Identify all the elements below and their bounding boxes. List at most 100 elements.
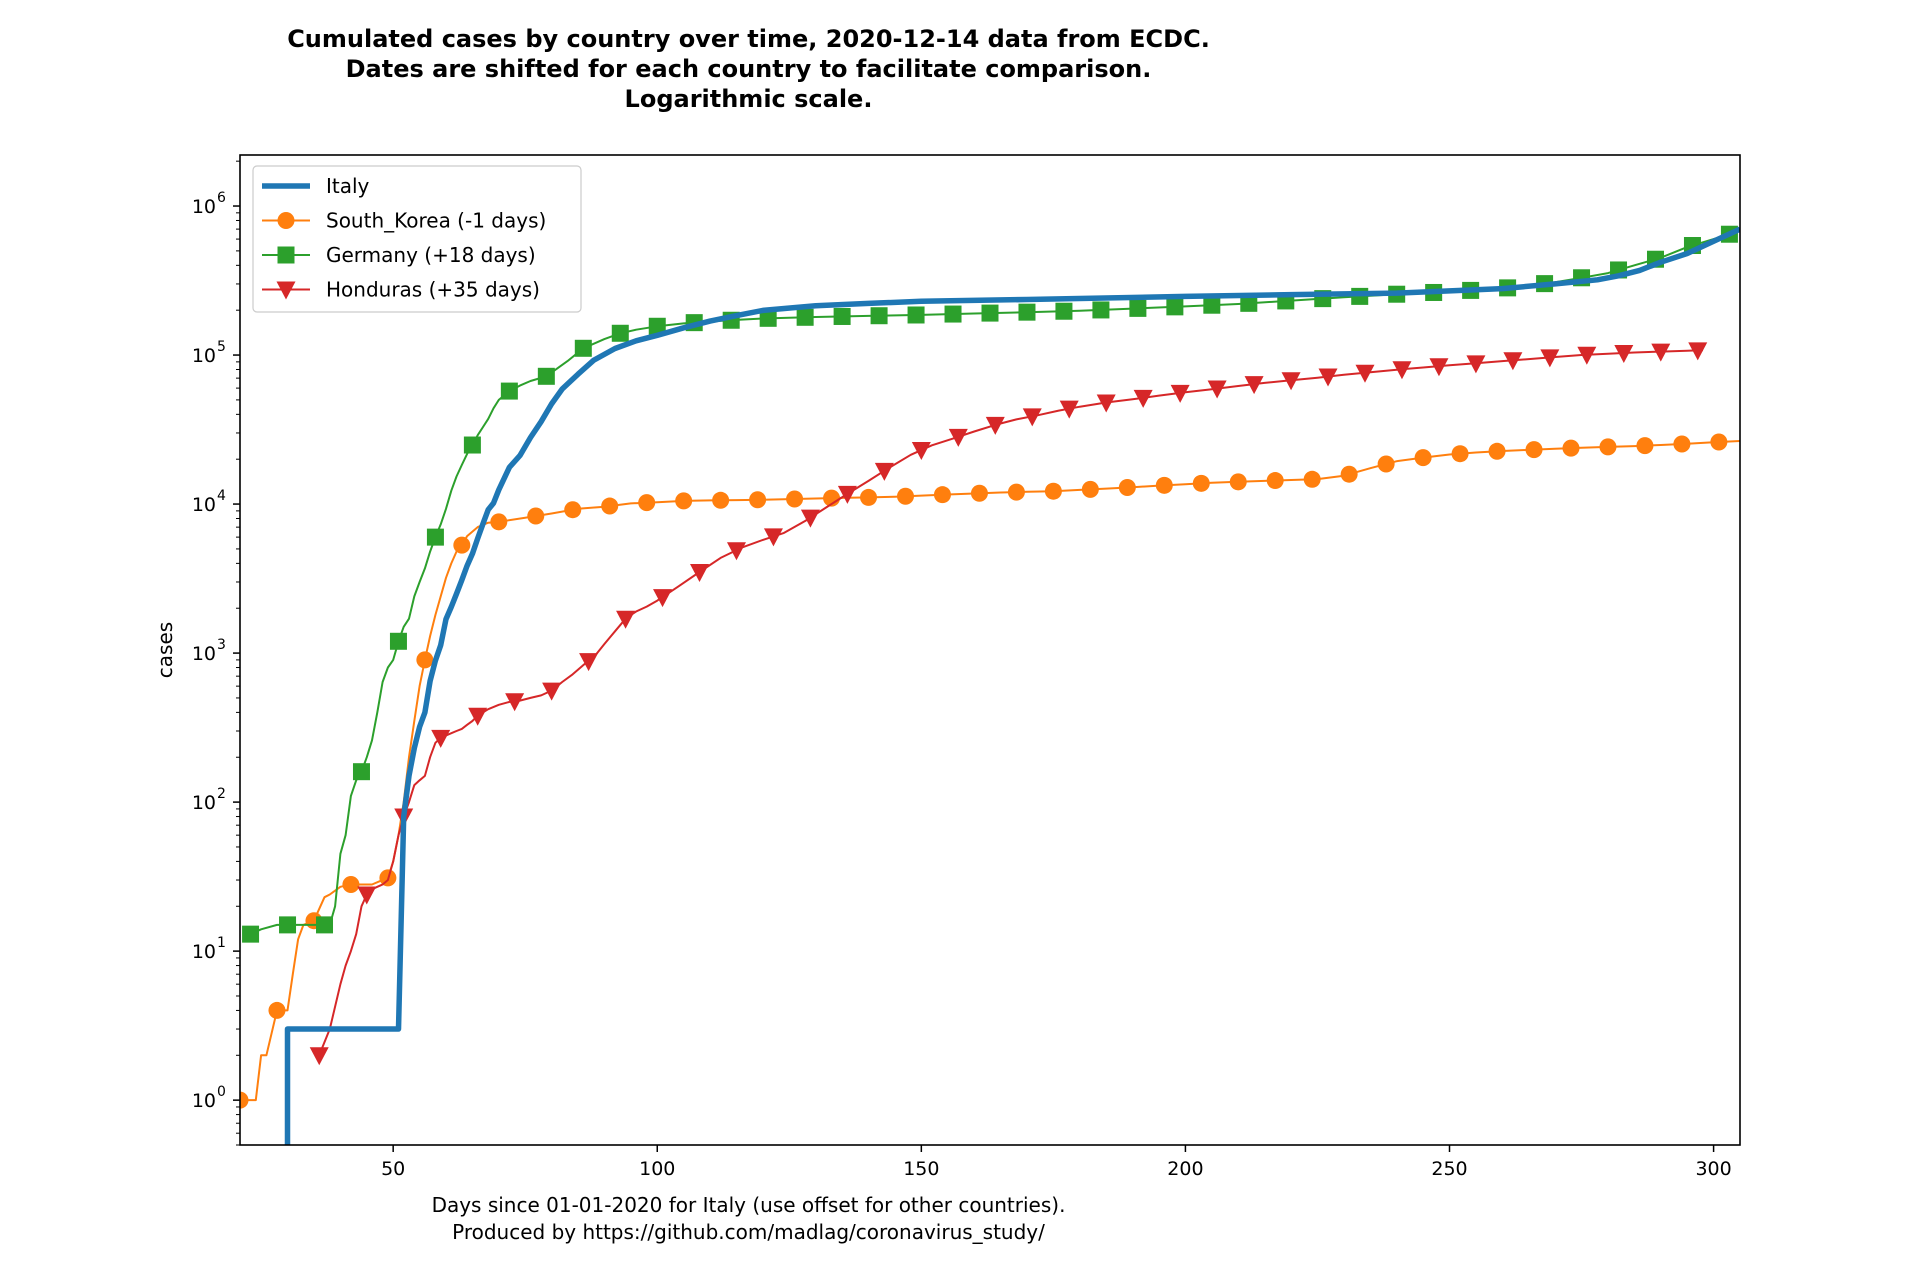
- series-point: [985, 416, 1005, 435]
- legend-item: Germany (+18 days): [262, 243, 536, 267]
- series-point: [490, 513, 508, 531]
- series-point: [1055, 302, 1073, 320]
- series-point: [1577, 346, 1597, 365]
- series-point: [1007, 483, 1025, 501]
- series-point: [833, 307, 851, 325]
- series-point: [1155, 476, 1173, 494]
- series-point: [870, 307, 888, 325]
- x-axis-label: Days since 01-01-2020 for Italy (use off…: [0, 1192, 1497, 1246]
- series-point: [1018, 303, 1036, 321]
- series-point: [564, 501, 582, 519]
- legend-label: South_Korea (-1 days): [326, 209, 546, 233]
- series-point: [268, 1001, 286, 1019]
- series-point: [1207, 380, 1227, 399]
- series-point: [542, 682, 562, 701]
- series-point: [860, 488, 878, 506]
- series-point: [907, 306, 925, 324]
- series-point: [279, 916, 297, 934]
- chart-title: Cumulated cases by country over time, 20…: [0, 24, 1497, 114]
- legend-label: Honduras (+35 days): [326, 278, 540, 302]
- series-point: [1129, 299, 1147, 317]
- series-point: [970, 484, 988, 502]
- series-point: [463, 436, 481, 454]
- legend-box: [252, 165, 582, 313]
- y-tick-label: 10: [192, 792, 216, 814]
- x-tick-label: 150: [903, 1158, 939, 1180]
- series-point: [1192, 474, 1210, 492]
- x-axis-label-line: Produced by https://github.com/madlag/co…: [452, 1220, 1045, 1244]
- series-point: [1081, 480, 1099, 498]
- series-point: [712, 491, 730, 509]
- chart-title-line: Cumulated cases by country over time, 20…: [287, 25, 1210, 53]
- series-point: [431, 729, 451, 748]
- series-point: [911, 442, 931, 461]
- legend-marker: [277, 212, 295, 229]
- series-point: [1377, 455, 1395, 473]
- series-point: [749, 491, 767, 509]
- series-point: [933, 486, 951, 504]
- series-1: [240, 433, 1740, 1109]
- legend: Italy South_Korea (-1 days) Germany (+18 d…: [252, 165, 582, 313]
- series-point: [316, 916, 334, 934]
- chart-title-line: Logarithmic scale.: [624, 85, 873, 113]
- plot-frame: [239, 154, 1741, 1146]
- legend-marker: [277, 246, 295, 264]
- series-point: [759, 309, 777, 327]
- series-point: [537, 367, 555, 385]
- series-point: [874, 462, 894, 481]
- series-point: [1092, 301, 1110, 319]
- series-point: [240, 1091, 249, 1109]
- y-tick-exponent: 1: [217, 935, 226, 951]
- series-point: [944, 305, 962, 323]
- x-tick-label: 300: [1695, 1158, 1731, 1180]
- series-line: [318, 349, 1704, 1056]
- series-point: [837, 485, 857, 504]
- series-point: [638, 494, 656, 512]
- legend-marker: [276, 281, 296, 300]
- series-point: [726, 542, 746, 561]
- series-point: [426, 528, 444, 546]
- series-point: [1340, 465, 1358, 483]
- series-point: [1355, 364, 1375, 383]
- y-tick-exponent: 0: [217, 1084, 226, 1100]
- legend-label: Italy: [326, 174, 370, 198]
- series-point: [1059, 400, 1079, 419]
- series-point: [579, 653, 599, 672]
- y-tick-exponent: 4: [217, 488, 226, 504]
- series-point: [1203, 296, 1221, 314]
- series-point: [675, 492, 693, 510]
- series-point: [1170, 384, 1190, 403]
- series-point: [1688, 342, 1708, 361]
- y-tick-label: 10: [192, 1090, 216, 1112]
- series-point: [1303, 470, 1321, 488]
- series-point: [309, 1047, 329, 1066]
- series-point: [1429, 358, 1449, 377]
- series-point: [948, 428, 968, 447]
- series-point: [1710, 433, 1728, 451]
- series-point: [611, 324, 629, 342]
- y-tick-label: 10: [192, 494, 216, 516]
- series-3: [309, 342, 1708, 1066]
- legend-label: Germany (+18 days): [326, 243, 536, 267]
- series-point: [1599, 438, 1617, 456]
- series-point: [505, 693, 525, 712]
- series-point: [616, 610, 636, 629]
- series-point: [601, 497, 619, 515]
- series-point: [342, 875, 360, 893]
- series-line: [250, 230, 1740, 936]
- series-point: [690, 564, 710, 583]
- series-point: [1466, 355, 1486, 374]
- series-point: [1614, 345, 1634, 364]
- x-axis-label-line: Days since 01-01-2020 for Italy (use off…: [431, 1193, 1066, 1217]
- series-point: [352, 763, 370, 781]
- series-point: [1503, 352, 1523, 371]
- series-point: [389, 632, 407, 650]
- series-point: [896, 487, 914, 505]
- series-point: [453, 536, 471, 554]
- chart-title-line: Dates are shifted for each country to fa…: [345, 55, 1152, 83]
- series-point: [1673, 435, 1691, 453]
- series-0: [284, 226, 1740, 1145]
- series-point: [527, 507, 545, 525]
- x-tick-label: 200: [1167, 1158, 1203, 1180]
